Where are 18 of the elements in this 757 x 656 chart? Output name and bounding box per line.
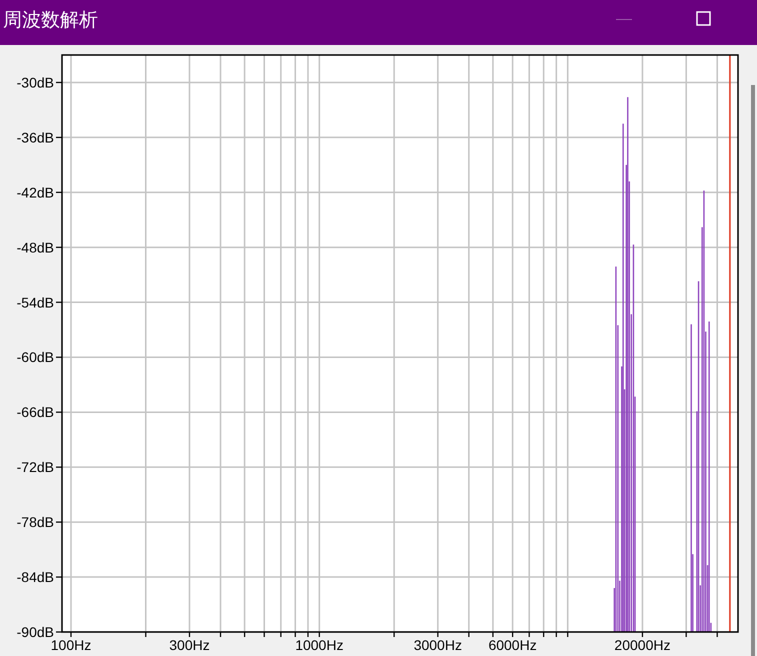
x-tick-label: 100Hz — [50, 637, 92, 653]
y-tick-label: -66dB — [16, 404, 54, 420]
x-tick-label: 1000Hz — [295, 637, 344, 653]
x-tick-label: 3000Hz — [414, 637, 462, 653]
y-tick-label: -78dB — [16, 514, 54, 530]
y-tick-label: -90dB — [16, 624, 54, 640]
y-tick-label: -42dB — [16, 184, 54, 200]
y-tick-label: -72dB — [16, 459, 54, 476]
y-tick-label: -84dB — [16, 569, 54, 586]
x-tick-label: 20000Hz — [614, 637, 670, 653]
y-tick-label: -54dB — [16, 294, 54, 310]
y-tick-label: -60dB — [16, 349, 54, 366]
y-tick-label: -36dB — [16, 129, 54, 146]
y-tick-label: -48dB — [16, 239, 54, 256]
chart-title: 周波数解析 — [3, 9, 98, 31]
x-tick-label: 300Hz — [169, 637, 210, 653]
y-tick-label: -30dB — [16, 74, 54, 90]
x-tick-label: 6000Hz — [488, 637, 537, 653]
